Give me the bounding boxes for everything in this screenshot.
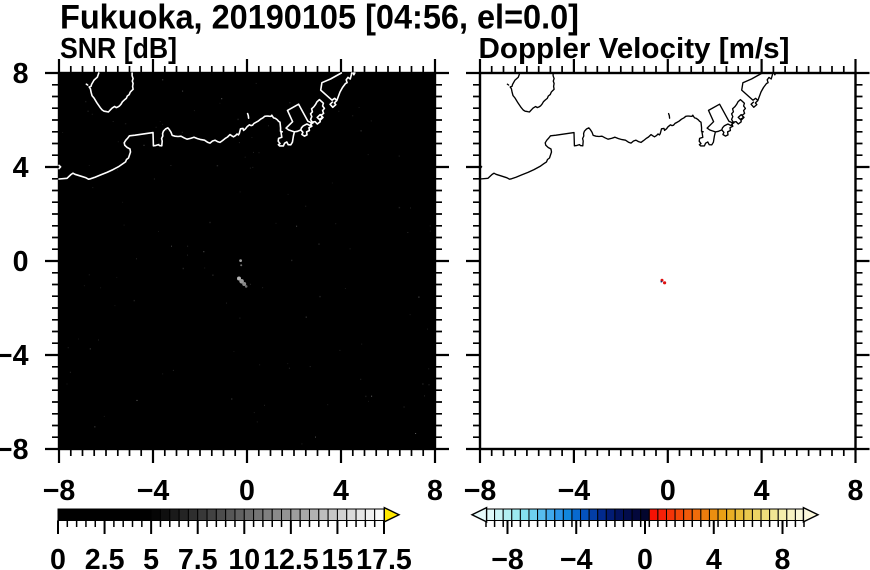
svg-text:8: 8 [848, 475, 864, 507]
svg-text:4: 4 [754, 475, 770, 507]
svg-text:−8: −8 [43, 475, 76, 507]
svg-text:0: 0 [13, 246, 29, 278]
svg-text:−4: −4 [560, 544, 593, 570]
svg-text:Fukuoka, 20190105 [04:56, el=0: Fukuoka, 20190105 [04:56, el=0.0] [60, 0, 579, 37]
svg-text:−4: −4 [0, 340, 29, 372]
svg-text:0: 0 [239, 475, 255, 507]
svg-text:SNR [dB]: SNR [dB] [60, 33, 177, 65]
svg-text:−8: −8 [491, 544, 524, 570]
svg-text:7.5: 7.5 [178, 544, 218, 570]
svg-text:0: 0 [50, 544, 66, 570]
svg-text:4: 4 [333, 475, 349, 507]
svg-text:−4: −4 [558, 475, 591, 507]
svg-text:10: 10 [228, 544, 260, 570]
svg-text:8: 8 [13, 58, 29, 90]
svg-text:0: 0 [660, 475, 676, 507]
svg-text:−4: −4 [137, 475, 170, 507]
svg-text:0: 0 [637, 544, 653, 570]
svg-text:2.5: 2.5 [85, 544, 125, 570]
svg-text:15: 15 [321, 544, 353, 570]
svg-text:8: 8 [427, 475, 443, 507]
svg-text:17.5: 17.5 [356, 544, 412, 570]
svg-text:12.5: 12.5 [263, 544, 319, 570]
svg-text:8: 8 [775, 544, 791, 570]
svg-text:−8: −8 [0, 434, 29, 466]
svg-text:5: 5 [143, 544, 159, 570]
svg-text:4: 4 [13, 152, 29, 184]
svg-text:4: 4 [706, 544, 722, 570]
svg-text:−8: −8 [464, 475, 497, 507]
svg-text:Doppler Velocity [m/s]: Doppler Velocity [m/s] [479, 33, 790, 65]
